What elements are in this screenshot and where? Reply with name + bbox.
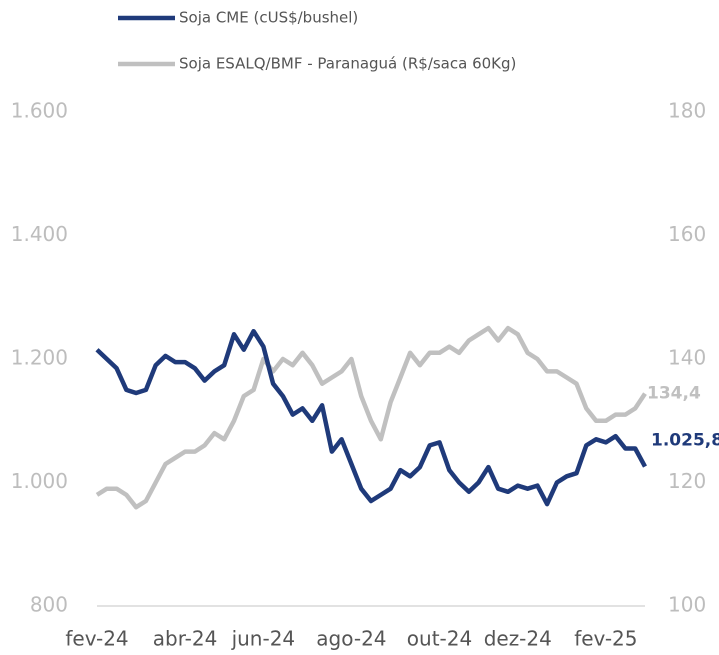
data-label: 1.025,8: [651, 431, 719, 451]
legend-label: Soja CME (cUS$/bushel): [179, 9, 358, 27]
y2-tick-label: 180: [668, 99, 706, 123]
x-tick-label: fev-25: [574, 627, 637, 651]
y2-tick-label: 120: [668, 469, 706, 493]
series-line: [95, 325, 647, 510]
data-label: 134,4: [647, 384, 701, 404]
y2-tick-label: 160: [668, 222, 706, 246]
x-tick-label: fev-24: [65, 627, 128, 651]
y-tick-label: 1.200: [11, 346, 68, 370]
x-tick-label: dez-24: [484, 627, 552, 651]
y-tick-label: 1.000: [11, 469, 68, 493]
x-tick-label: out-24: [407, 627, 472, 651]
legend-label: Soja ESALQ/BMF - Paranaguá (R$/saca 60Kg…: [179, 55, 516, 73]
y-tick-label: 800: [30, 593, 68, 617]
y2-tick-label: 140: [668, 346, 706, 370]
x-tick-label: jun-24: [231, 627, 296, 651]
x-tick-label: abr-24: [153, 627, 218, 651]
y-tick-label: 1.600: [11, 99, 68, 123]
series-line: [95, 328, 647, 507]
x-tick-label: ago-24: [316, 627, 386, 651]
y2-tick-label: 100: [668, 593, 706, 617]
y-tick-label: 1.400: [11, 222, 68, 246]
